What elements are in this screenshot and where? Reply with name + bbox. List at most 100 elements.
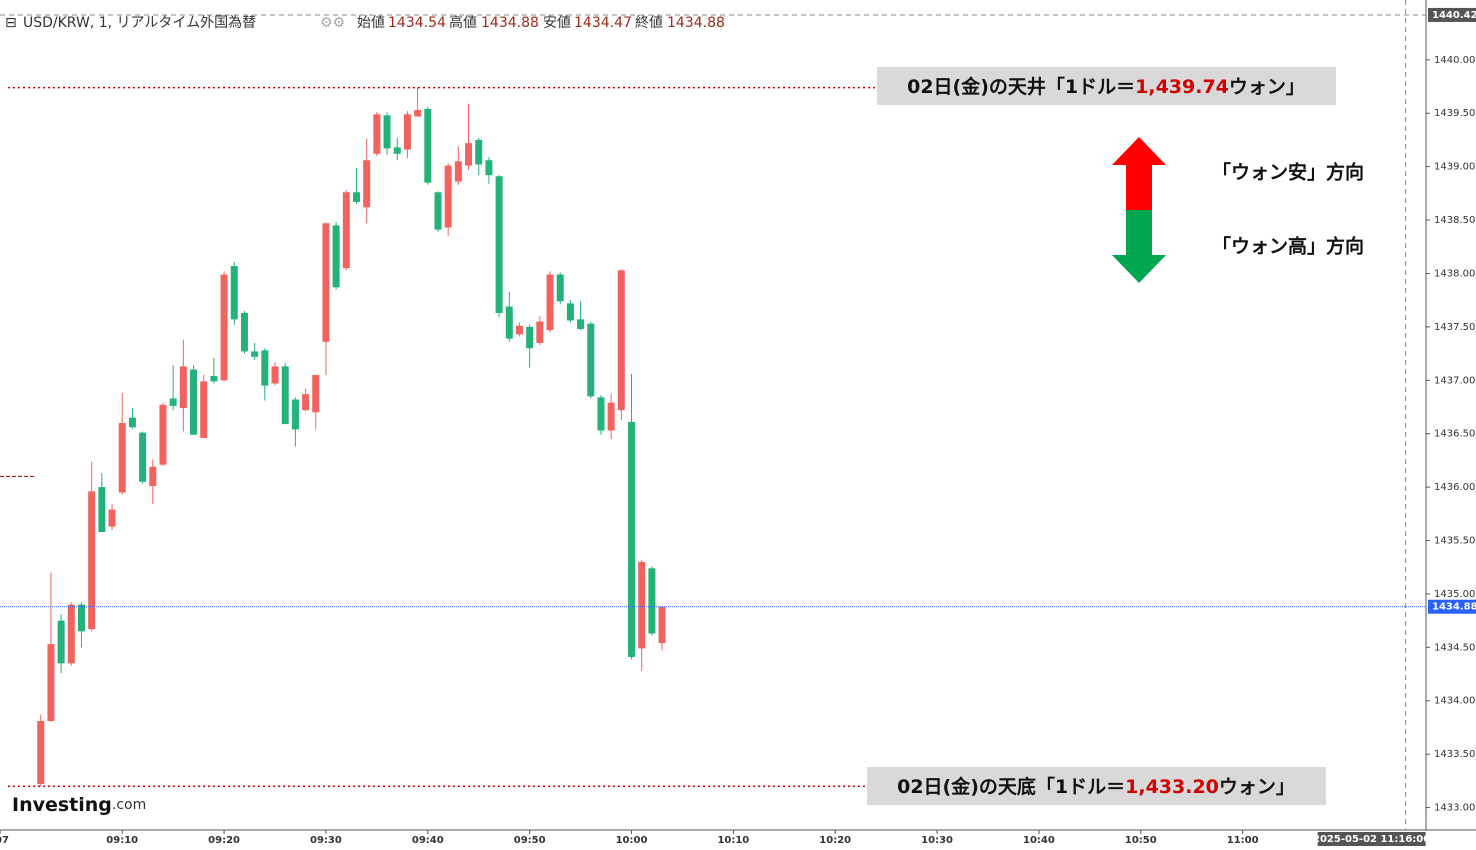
candle-body <box>37 721 45 785</box>
price-label: 1434.88 <box>1432 602 1476 613</box>
logo-suffix: .com <box>112 797 146 813</box>
logo-name: Investing <box>12 794 112 816</box>
candle-body <box>597 397 605 431</box>
up-arrow-label: 「ウォン安」方向 <box>1212 161 1364 184</box>
open-value: 1434.54 <box>388 15 446 31</box>
close-label: 終値 <box>635 15 663 31</box>
low-annotation-box <box>867 767 1326 805</box>
candle-body <box>230 265 238 320</box>
y-tick-label: 1439.00 <box>1434 162 1475 173</box>
y-tick-label: 1438.00 <box>1434 268 1475 279</box>
up-arrow <box>1112 137 1166 210</box>
x-tick-label: 09:30 <box>310 835 342 846</box>
candle-body <box>47 644 55 722</box>
candle-body <box>169 398 177 406</box>
candle-body <box>98 487 106 532</box>
open-label: 始値 <box>357 15 385 31</box>
candle-body <box>628 421 636 657</box>
down-arrow-label: 「ウォン高」方向 <box>1212 235 1364 258</box>
y-tick-label: 1434.50 <box>1434 642 1475 653</box>
candle-body <box>648 568 656 634</box>
y-tick-label: 1433.00 <box>1434 803 1475 814</box>
candle-body <box>363 160 371 208</box>
candle-body <box>658 606 666 644</box>
annotation-text: ウォン」 <box>1229 76 1305 98</box>
candle-body <box>638 561 646 649</box>
candle-body <box>240 312 248 352</box>
candle-body <box>312 374 320 413</box>
y-tick-label: 1433.50 <box>1434 749 1475 760</box>
candle-body <box>383 115 391 149</box>
x-tick-label: 09:10 <box>106 835 138 846</box>
x-tick-label: 10:00 <box>616 835 648 846</box>
x-tick-label: 11:00 <box>1227 835 1259 846</box>
y-tick-label: 1434.00 <box>1434 696 1475 707</box>
candle-body <box>515 325 523 335</box>
candle-body <box>342 192 350 269</box>
candle-body <box>210 376 218 382</box>
annotation-value: 1,439.74 <box>1135 76 1229 98</box>
crosshair-price-label: 1440.42 <box>1432 10 1476 21</box>
candle-body <box>271 366 279 384</box>
settings-icons[interactable]: ⚙⚙ <box>320 15 345 31</box>
candle-body <box>190 369 198 435</box>
high-value: 1434.88 <box>481 15 539 31</box>
candle-body <box>139 432 147 482</box>
candle-body <box>302 394 310 411</box>
high-annotation: 02日(金)の天井「1ドル＝1,439.74ウォン」 <box>907 75 1305 98</box>
low-annotation: 02日(金)の天底「1ドル＝1,433.20ウォン」 <box>897 775 1295 798</box>
high-label: 高値 <box>449 14 477 31</box>
candle-body <box>577 319 585 330</box>
candle-body <box>505 306 513 339</box>
candle-body <box>220 274 228 381</box>
candle-body <box>617 270 625 411</box>
y-tick-label: 1435.00 <box>1434 589 1475 600</box>
symbol-title: USD/KRW, 1, リアルタイム外国為替 <box>23 15 256 31</box>
y-tick-label: 1436.50 <box>1434 429 1475 440</box>
candle-body <box>118 423 126 493</box>
x-tick-label: 10:30 <box>921 835 953 846</box>
candle-body <box>485 160 493 176</box>
x-tick-label: 09:20 <box>208 835 240 846</box>
candle-body <box>465 143 473 166</box>
x-tick-label: 10:10 <box>717 835 749 846</box>
collapse-icon[interactable]: ⊟ <box>5 15 17 31</box>
crosshair-time-label: 2025-05-02 11:16:00 <box>1313 834 1430 845</box>
candle-body <box>108 509 116 527</box>
candle-body <box>454 161 462 182</box>
candle-body <box>322 223 330 342</box>
annotation-text: ウォン」 <box>1219 776 1295 798</box>
candle-body <box>536 321 544 343</box>
high-annotation-box <box>877 67 1336 105</box>
x-tick-label: 10:50 <box>1125 835 1157 846</box>
candle-body <box>587 323 595 397</box>
candle-body <box>281 366 289 425</box>
candle-body <box>159 404 167 465</box>
candle-body <box>475 139 483 165</box>
annotation-text: 02日(金)の天井「1ドル＝ <box>907 75 1135 98</box>
y-tick-label: 1439.50 <box>1434 108 1475 119</box>
y-tick-label: 1438.50 <box>1434 215 1475 226</box>
annotation-text: 02日(金)の天底「1ドル＝ <box>897 775 1125 798</box>
crosshair-price-box <box>1428 7 1476 22</box>
annotation-value: 1,433.20 <box>1125 776 1219 798</box>
low-value: 1434.47 <box>574 15 632 31</box>
candle-body <box>291 399 299 430</box>
candle-body <box>414 110 422 117</box>
low-label: 安値 <box>543 15 571 31</box>
x-tick-label: :07 <box>0 835 9 846</box>
x-tick-label: 09:50 <box>514 835 546 846</box>
y-tick-label: 1435.50 <box>1434 536 1475 547</box>
candle-body <box>434 192 442 230</box>
candle-body <box>403 114 411 150</box>
x-tick-label: 10:20 <box>819 835 851 846</box>
candle-body <box>424 108 432 183</box>
down-arrow <box>1112 210 1166 283</box>
candle-body <box>526 326 534 349</box>
y-tick-label: 1436.00 <box>1434 482 1475 493</box>
y-tick-label: 1437.50 <box>1434 322 1475 333</box>
y-tick-label: 1437.00 <box>1434 375 1475 386</box>
candle-body <box>607 402 615 431</box>
x-tick-label: 10:40 <box>1023 835 1055 846</box>
